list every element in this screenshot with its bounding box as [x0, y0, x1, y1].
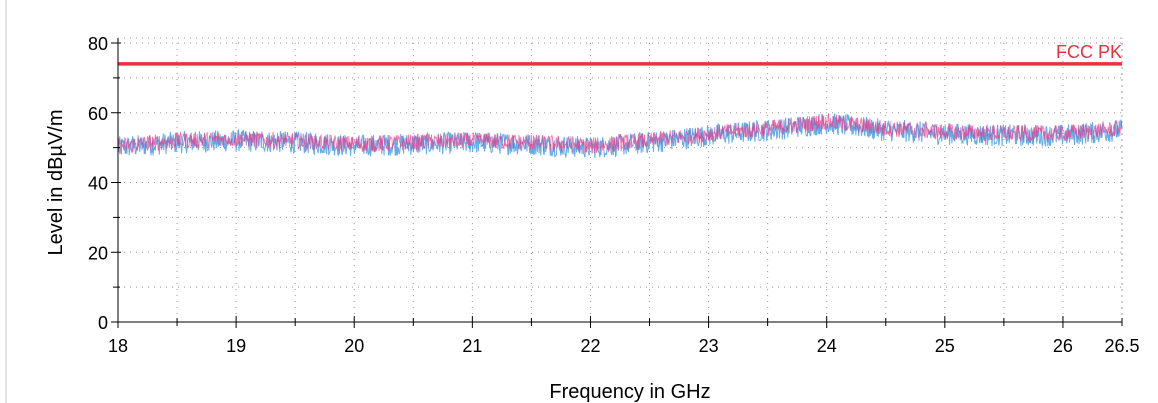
x-tick-label: 18: [108, 336, 128, 356]
x-tick-label: 21: [462, 336, 482, 356]
x-tick-label: 23: [699, 336, 719, 356]
series-layer: [117, 113, 1123, 159]
y-tick-label: 80: [88, 34, 108, 54]
x-tick-label: 26.5: [1104, 336, 1139, 356]
limit-lines: FCC PK: [118, 42, 1122, 66]
y-tick-label: 40: [88, 174, 108, 194]
y-tick-label: 20: [88, 243, 108, 263]
y-tick-label: 60: [88, 104, 108, 124]
limit-label: FCC PK: [1056, 42, 1122, 62]
axes: 18 19 20 21 22 23 24 25 26 26.5 0 20 40 60 80: [88, 34, 1140, 356]
x-tick-label: 19: [226, 336, 246, 356]
x-tick-label: 25: [935, 336, 955, 356]
x-tick-label: 26: [1053, 336, 1073, 356]
x-tick-label: 24: [817, 336, 837, 356]
x-tick-label: 20: [344, 336, 364, 356]
series-trace-2: [117, 113, 1123, 154]
x-tick-label: 22: [580, 336, 600, 356]
y-tick-label: 0: [98, 313, 108, 333]
x-axis-label: Frequency in GHz: [549, 381, 710, 403]
series-trace-1: [117, 113, 1123, 159]
y-axis-label: Level in dBµV/m: [45, 109, 67, 255]
